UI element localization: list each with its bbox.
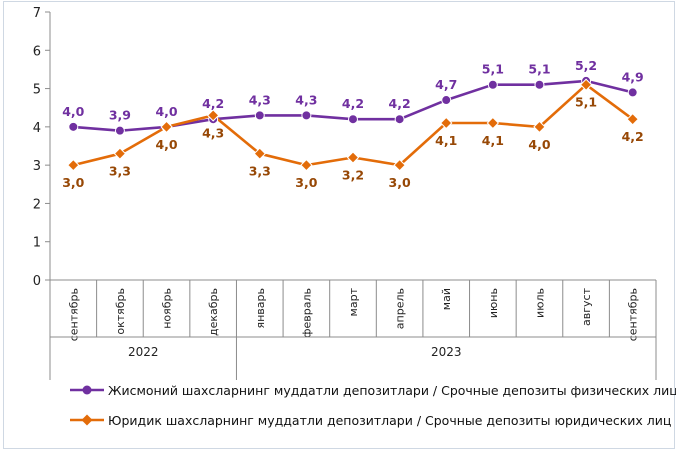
series-2-point <box>300 158 313 172</box>
series-1-data-label: 4,0 <box>62 104 84 119</box>
x-tick-label: август <box>580 287 593 326</box>
x-tick-label: январь <box>254 288 267 329</box>
series-1-data-label: 4,9 <box>622 69 644 84</box>
series-1-data-label: 3,9 <box>109 108 131 123</box>
year-label: 2023 <box>431 345 462 359</box>
series-2-data-label: 4,1 <box>435 133 457 148</box>
series-2-point <box>253 147 266 160</box>
y-tick-label: 7 <box>33 6 41 21</box>
series-2-point <box>533 120 546 134</box>
legend-label: Жисмоний шахсларнинг муддатли депозитлар… <box>108 383 676 398</box>
series-2-point <box>67 158 80 172</box>
x-tick-label: апрель <box>394 288 407 329</box>
y-tick-label: 1 <box>33 236 41 251</box>
series-1-data-label: 5,1 <box>528 62 550 77</box>
y-tick-label: 5 <box>33 83 41 98</box>
x-tick-label: сентябрь <box>67 288 80 341</box>
series-1-data-label: 5,2 <box>575 58 597 73</box>
series-2-point <box>579 78 593 91</box>
series-1-point <box>68 121 79 132</box>
series-2-data-label: 3,0 <box>295 175 317 190</box>
series-1-point <box>487 79 498 90</box>
series-1-point <box>627 87 638 98</box>
legend-marker <box>81 414 93 426</box>
series-2-point <box>626 112 639 126</box>
series-2-point <box>346 151 360 164</box>
series-2-data-label: 3,2 <box>342 167 364 182</box>
legend-marker <box>82 385 92 395</box>
series-1-point <box>301 110 312 121</box>
x-tick-label: февраль <box>300 288 313 338</box>
series-1-point <box>441 95 452 106</box>
series-2-point <box>393 158 406 172</box>
y-tick-label: 6 <box>33 44 41 59</box>
series-1-data-label: 4,2 <box>342 96 364 111</box>
line-chart: 0 1 2 3 4 5 6 7 сентябрь октябрь ноябрь декабрь янва… <box>33 6 676 428</box>
series-2-point <box>486 116 500 130</box>
series-2-point <box>206 109 220 122</box>
x-tick-label: май <box>440 288 453 310</box>
series-1-point <box>348 114 358 125</box>
x-tick-label: июль <box>533 288 546 318</box>
series-1-data-label: 4,7 <box>435 77 457 92</box>
series-1-data-label: 4,2 <box>202 96 224 111</box>
year-label: 2022 <box>128 345 159 359</box>
series-2-data-label: 4,0 <box>528 137 550 152</box>
series-1-data-label: 4,3 <box>295 92 317 107</box>
legend-label: Юридик шахсларнинг муддатли депозитлари … <box>108 413 671 428</box>
series-1-data-label: 4,2 <box>389 96 411 111</box>
series-1-data-label: 5,1 <box>482 62 504 77</box>
x-tick-label: октябрь <box>114 288 127 335</box>
x-tick-label: ноябрь <box>161 288 174 329</box>
series-1-point <box>114 125 125 136</box>
series-1-point <box>394 114 405 125</box>
series-1-point <box>534 79 545 90</box>
series-1-point <box>254 110 265 121</box>
series-2-data-label: 4,1 <box>482 133 504 148</box>
series-2-data-label: 3,0 <box>62 175 84 190</box>
series-2-data-label: 4,3 <box>202 125 224 140</box>
series-2-point <box>160 120 173 134</box>
series-2-data-label: 3,3 <box>249 164 271 179</box>
y-tick-label: 2 <box>33 197 41 212</box>
series-2-data-label: 4,2 <box>622 129 644 144</box>
y-tick-label: 4 <box>33 121 41 136</box>
series-2-point <box>113 147 127 160</box>
chart-container: 0 1 2 3 4 5 6 7 сентябрь октябрь ноябрь декабрь янва… <box>3 1 676 449</box>
x-tick-label: декабрь <box>207 288 220 336</box>
series-2-data-label: 3,3 <box>109 164 131 179</box>
series-2-data-label: 3,0 <box>389 175 411 190</box>
series-2-data-label: 5,1 <box>575 95 597 110</box>
y-tick-label: 3 <box>33 159 41 174</box>
series-2-data-label: 4,0 <box>155 137 177 152</box>
x-tick-label: сентябрь <box>627 288 640 341</box>
x-tick-label: июнь <box>487 288 500 318</box>
series-2-point <box>440 116 453 130</box>
series-1-data-label: 4,0 <box>155 104 177 119</box>
y-tick-label: 0 <box>33 274 41 289</box>
series-1-data-label: 4,3 <box>249 92 271 107</box>
x-tick-label: март <box>347 287 360 316</box>
